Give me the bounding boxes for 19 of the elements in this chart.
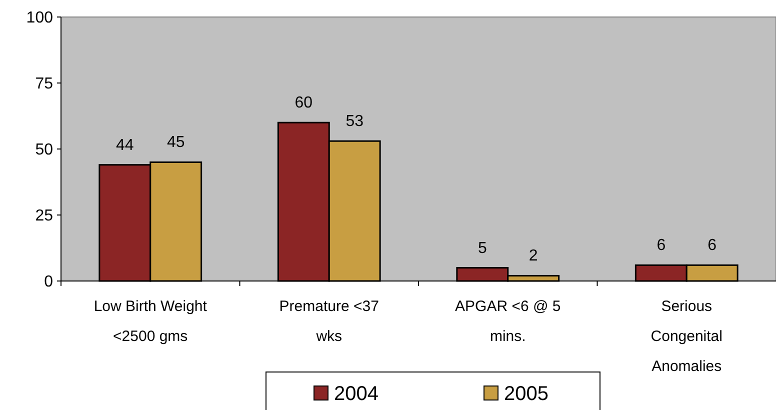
- y-tick-label: 100: [26, 10, 54, 27]
- data-label: 44: [116, 136, 134, 154]
- data-label: 2: [528, 248, 538, 265]
- y-tick-label: 50: [35, 142, 54, 159]
- data-label: 60: [294, 94, 313, 112]
- legend-label: 2004: [334, 383, 378, 405]
- x-tick-label: Serious Congenital Anomalies: [650, 298, 722, 375]
- x-tick-label: APGAR <6 @ 5 mins.: [455, 298, 561, 345]
- x-tick-label: Premature <37 wks: [279, 298, 379, 345]
- y-tick-label: 0: [44, 274, 54, 291]
- data-label: 53: [346, 113, 364, 130]
- data-label: 45: [166, 134, 185, 152]
- y-tick-label: 25: [35, 208, 54, 225]
- data-label: 6: [708, 237, 717, 254]
- data-label: 5: [478, 240, 487, 257]
- y-tick-label: 75: [35, 76, 54, 93]
- data-label: 6: [656, 237, 666, 254]
- x-tick-label: Low Birth Weight <2500 gms: [94, 298, 208, 345]
- legend-label: 2005: [504, 383, 548, 405]
